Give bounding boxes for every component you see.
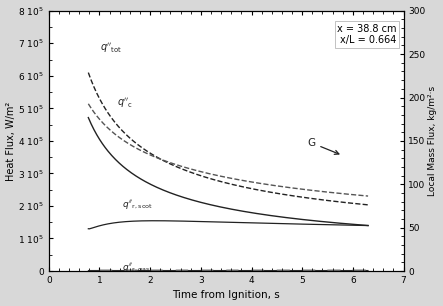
Y-axis label: Heat Flux, W/m²: Heat Flux, W/m²: [6, 101, 16, 181]
Text: $q''_{\mathregular{c}}$: $q''_{\mathregular{c}}$: [117, 97, 133, 110]
Text: G: G: [307, 138, 339, 154]
Text: $q''_{\mathregular{r,gas}}$: $q''_{\mathregular{r,gas}}$: [122, 262, 151, 275]
X-axis label: Time from Ignition, s: Time from Ignition, s: [172, 290, 280, 300]
Text: $q''_{\mathregular{r,soot}}$: $q''_{\mathregular{r,soot}}$: [122, 198, 153, 211]
Text: $q''_{\mathregular{tot}}$: $q''_{\mathregular{tot}}$: [101, 41, 123, 55]
Y-axis label: Local Mass Flux, kg/m²·s: Local Mass Flux, kg/m²·s: [428, 86, 437, 196]
Text: x = 38.8 cm
x/L = 0.664: x = 38.8 cm x/L = 0.664: [337, 24, 396, 45]
